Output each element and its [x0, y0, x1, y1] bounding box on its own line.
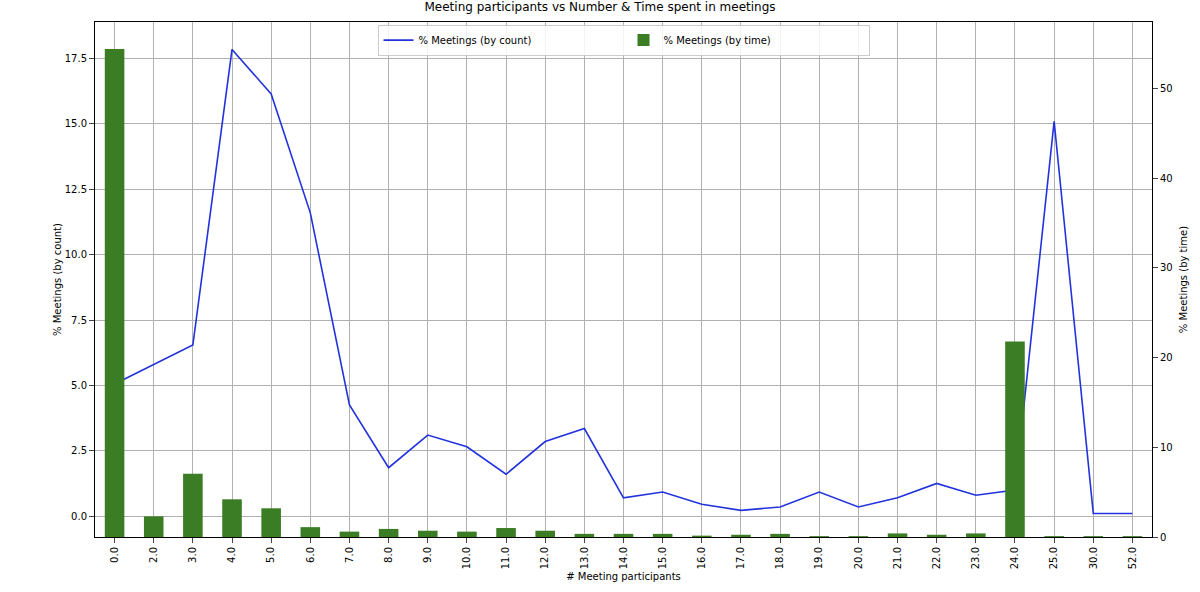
svg-text:3.0: 3.0 — [187, 547, 198, 563]
svg-text:19.0: 19.0 — [813, 547, 824, 569]
svg-text:16.0: 16.0 — [696, 547, 707, 569]
svg-text:50: 50 — [1160, 83, 1173, 94]
svg-text:7.5: 7.5 — [71, 315, 87, 326]
svg-text:40: 40 — [1160, 173, 1173, 184]
svg-text:9.0: 9.0 — [422, 547, 433, 563]
svg-text:52.0: 52.0 — [1127, 547, 1138, 569]
svg-text:7.0: 7.0 — [344, 547, 355, 563]
svg-text:% Meetings (by time): % Meetings (by time) — [664, 35, 771, 46]
svg-text:8.0: 8.0 — [383, 547, 394, 563]
svg-text:6.0: 6.0 — [305, 547, 316, 563]
svg-text:13.0: 13.0 — [579, 547, 590, 569]
svg-text:22.0: 22.0 — [931, 547, 942, 569]
svg-text:2.5: 2.5 — [71, 445, 87, 456]
svg-text:0: 0 — [1160, 532, 1166, 543]
svg-text:17.0: 17.0 — [735, 547, 746, 569]
svg-text:0.0: 0.0 — [109, 547, 120, 563]
svg-text:24.0: 24.0 — [1009, 547, 1020, 569]
svg-text:% Meetings (by count): % Meetings (by count) — [419, 35, 532, 46]
svg-text:20.0: 20.0 — [853, 547, 864, 569]
svg-text:10: 10 — [1160, 442, 1173, 453]
svg-text:12.5: 12.5 — [65, 184, 87, 195]
svg-text:10.0: 10.0 — [65, 249, 87, 260]
svg-text:30: 30 — [1160, 262, 1173, 273]
svg-text:30.0: 30.0 — [1088, 547, 1099, 569]
svg-text:20: 20 — [1160, 352, 1173, 363]
svg-text:17.5: 17.5 — [65, 53, 87, 64]
svg-text:% Meetings (by count): % Meetings (by count) — [52, 223, 63, 336]
svg-text:12.0: 12.0 — [539, 547, 550, 569]
svg-text:25.0: 25.0 — [1048, 547, 1059, 569]
svg-text:2.0: 2.0 — [148, 547, 159, 563]
svg-text:18.0: 18.0 — [774, 547, 785, 569]
svg-text:21.0: 21.0 — [892, 547, 903, 569]
svg-text:5.0: 5.0 — [265, 547, 276, 563]
svg-text:23.0: 23.0 — [970, 547, 981, 569]
svg-text:15.0: 15.0 — [65, 118, 87, 129]
svg-text:% Meetings (by time): % Meetings (by time) — [1178, 226, 1189, 333]
svg-text:0.0: 0.0 — [71, 511, 87, 522]
svg-text:# Meeting participants: # Meeting participants — [566, 571, 681, 582]
svg-text:10.0: 10.0 — [461, 547, 472, 569]
svg-text:14.0: 14.0 — [618, 547, 629, 569]
svg-text:4.0: 4.0 — [226, 547, 237, 563]
svg-text:Meeting participants vs Number: Meeting participants vs Number & Time sp… — [424, 0, 775, 14]
svg-text:5.0: 5.0 — [71, 380, 87, 391]
svg-text:11.0: 11.0 — [500, 547, 511, 569]
svg-text:15.0: 15.0 — [657, 547, 668, 569]
